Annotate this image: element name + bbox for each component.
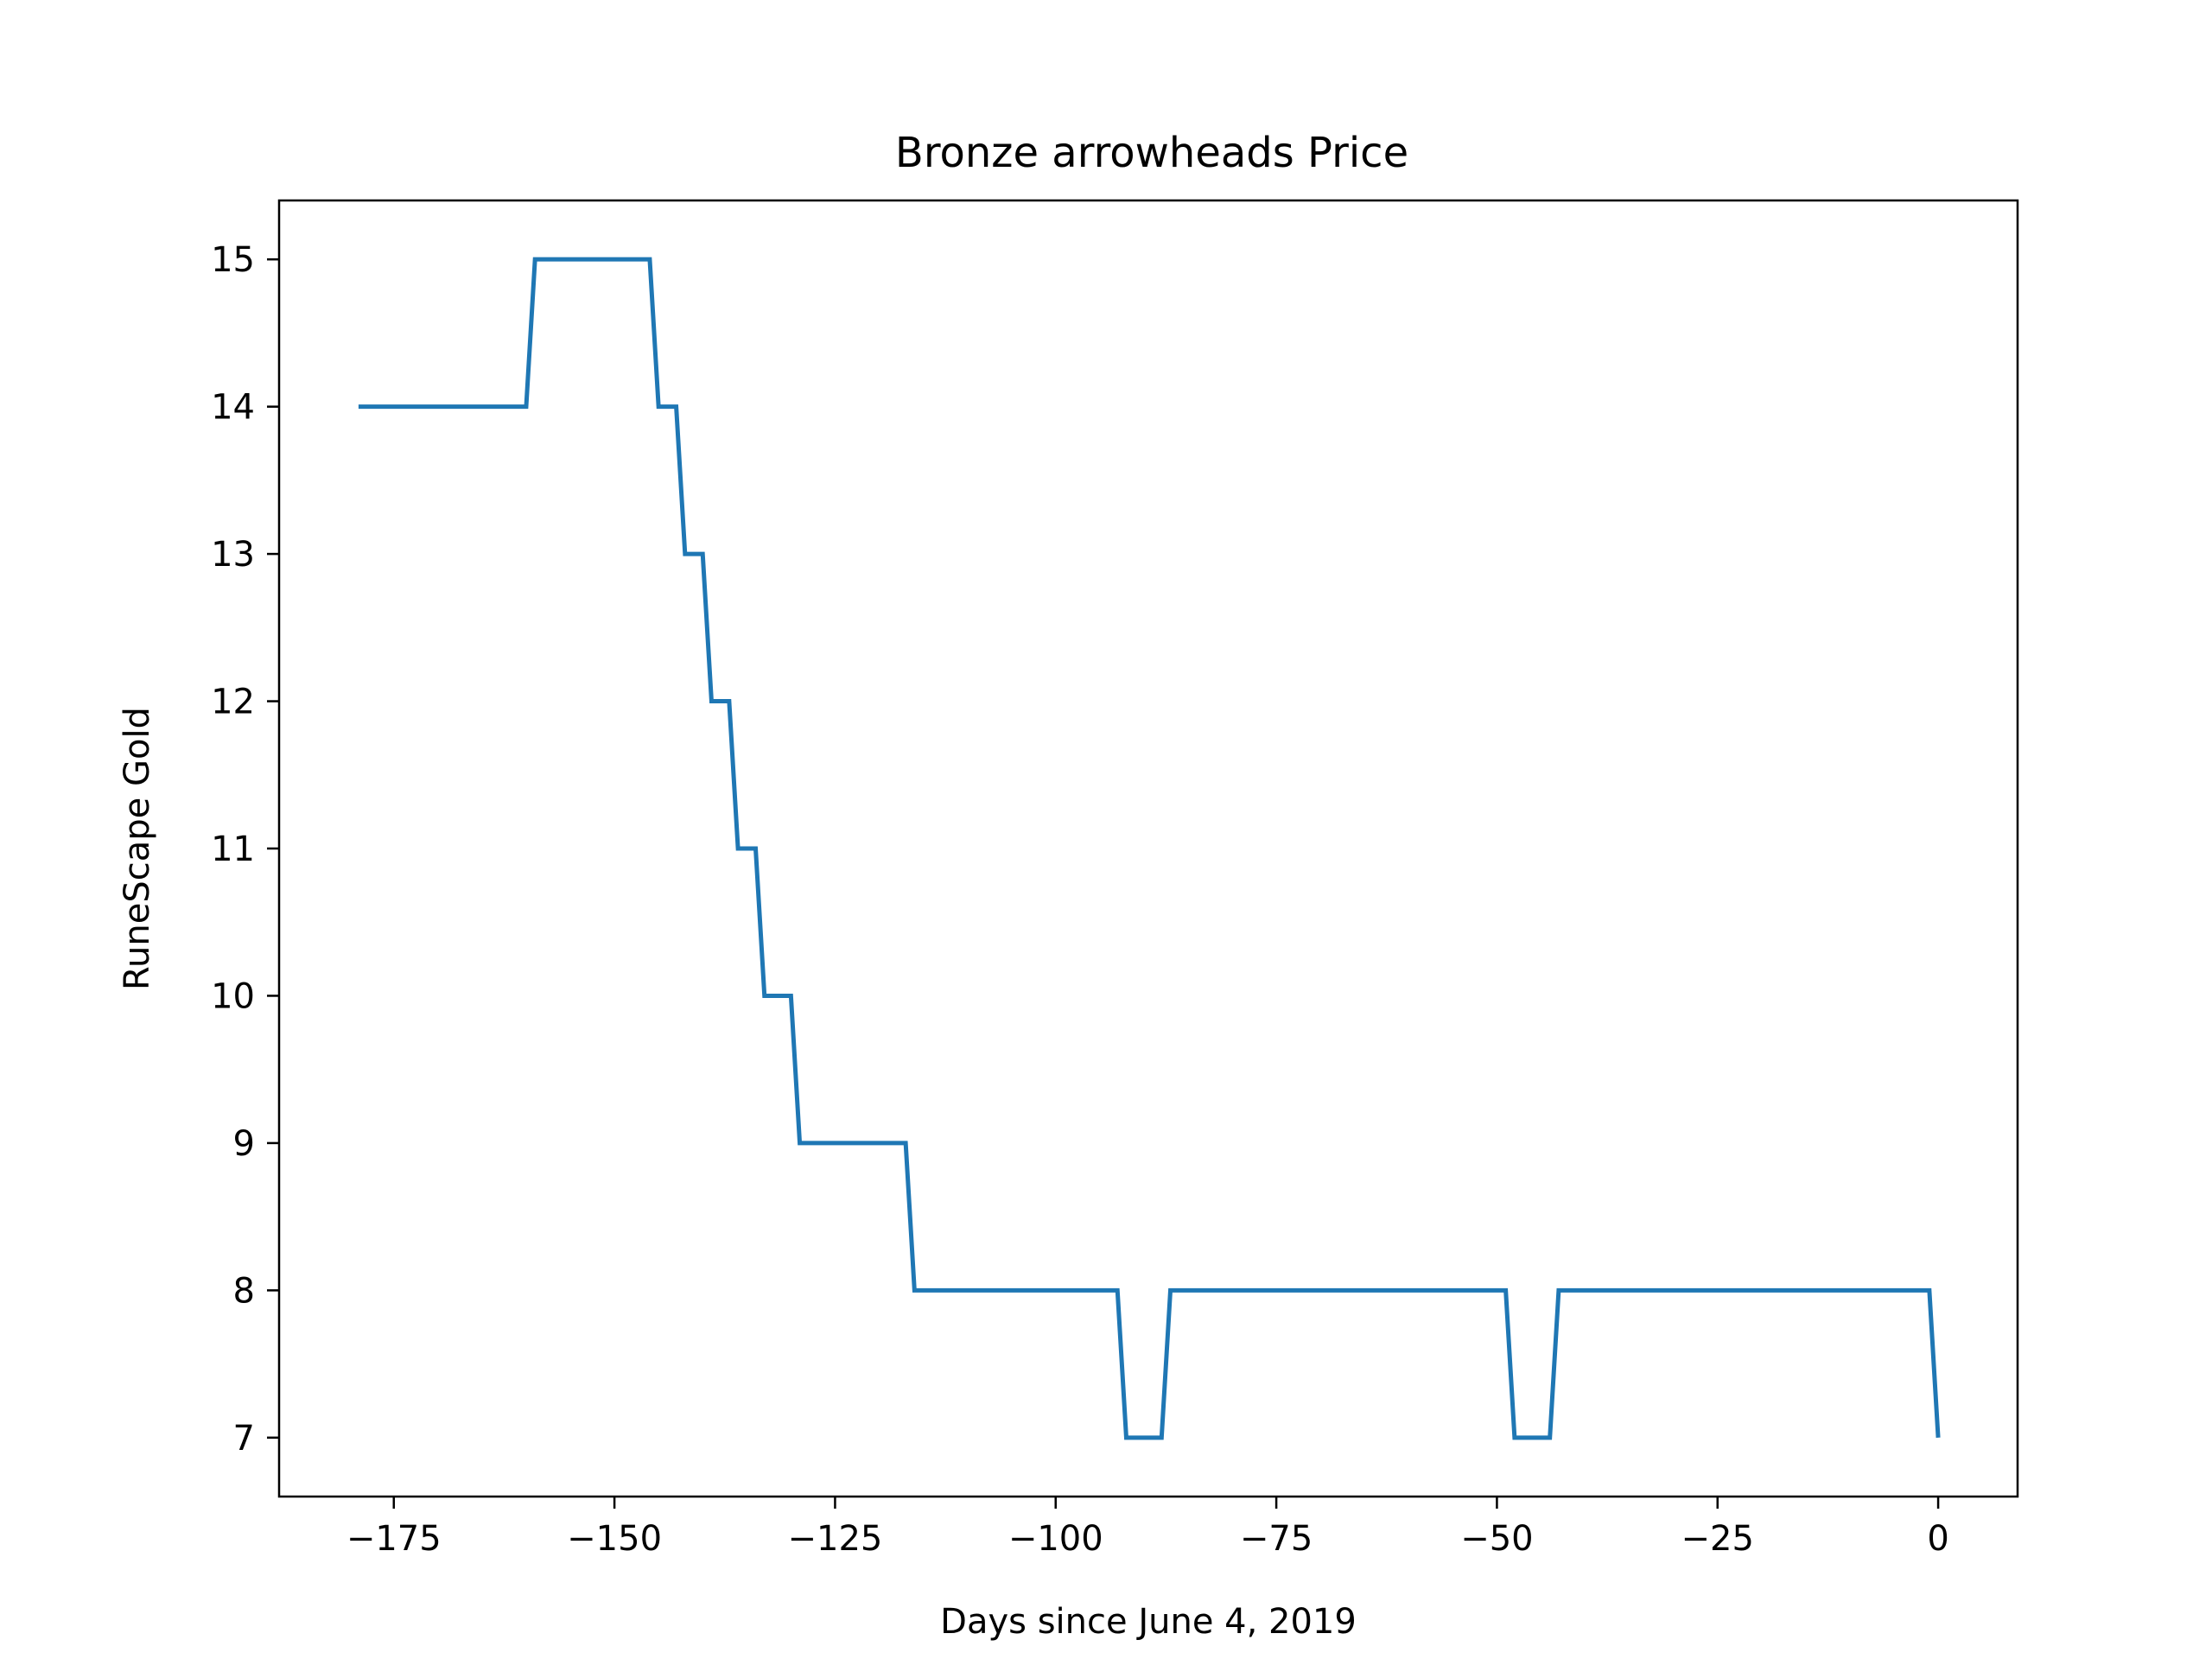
chart-title: Bronze arrowheads Price [895, 129, 1408, 177]
y-tick-label: 13 [211, 535, 255, 575]
plot-frame [277, 199, 2019, 1498]
plot-line-layer [358, 257, 1941, 1440]
series-line-0 [358, 257, 1941, 1440]
x-tick-label: −150 [567, 1519, 662, 1559]
y-tick-label: 10 [211, 976, 255, 1016]
y-tick-label: 15 [211, 240, 255, 280]
y-axis-ticks: 7 8 9 10 11 12 13 14 15 [211, 240, 279, 1459]
x-tick-label: −50 [1460, 1519, 1533, 1559]
x-tick-label: −175 [346, 1519, 442, 1559]
x-axis-ticks: −175 −150 −125 −100 −75 −50 −25 0 [346, 1497, 1949, 1559]
y-tick-label: 11 [211, 830, 255, 869]
x-tick-label: −75 [1240, 1519, 1313, 1559]
y-tick-label: 9 [233, 1124, 255, 1164]
x-tick-label: −25 [1681, 1519, 1754, 1559]
x-tick-label: −125 [787, 1519, 882, 1559]
x-tick-label: 0 [1927, 1519, 1948, 1559]
x-tick-label: −100 [1008, 1519, 1103, 1559]
x-axis-label: Days since June 4, 2019 [940, 1602, 1357, 1642]
y-tick-label: 8 [233, 1271, 255, 1311]
y-tick-label: 12 [211, 683, 255, 722]
y-tick-label: 14 [211, 388, 255, 428]
y-tick-label: 7 [233, 1419, 255, 1459]
y-axis-label: RuneScape Gold [118, 707, 157, 990]
